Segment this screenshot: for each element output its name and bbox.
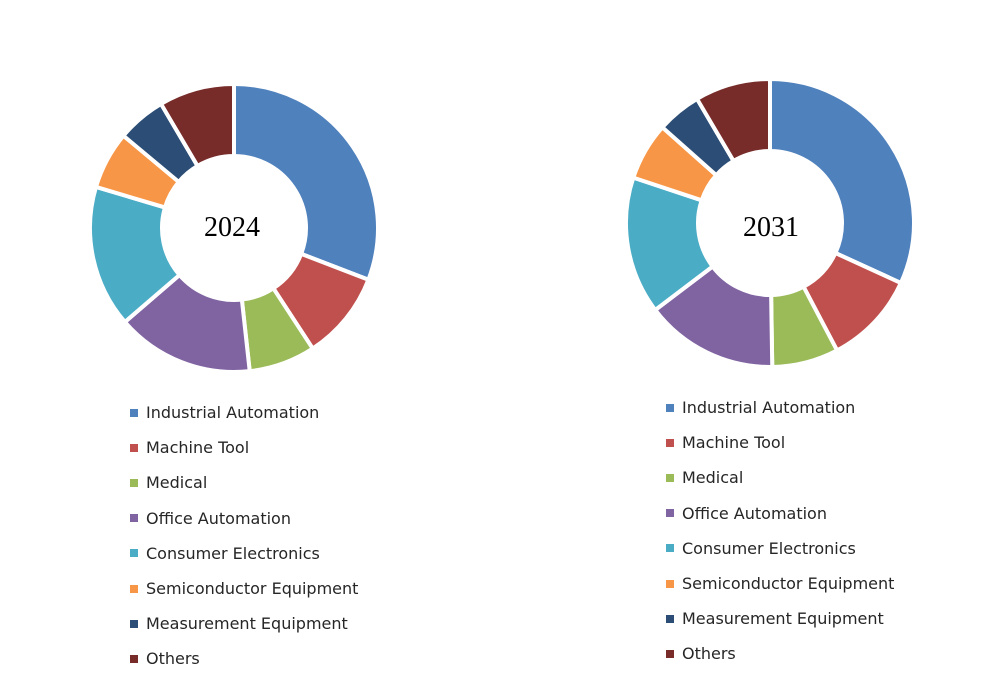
legend-label: Others [682, 644, 736, 664]
legend-item: Machine Tool [130, 430, 358, 465]
legend-swatch [666, 509, 674, 518]
legend-item: Machine Tool [666, 425, 894, 460]
legend-label: Industrial Automation [146, 403, 320, 423]
legend-2031: Industrial Automation Machine Tool Medic… [666, 390, 894, 672]
legend-item: Consumer Electronics [666, 531, 894, 566]
legend-swatch [130, 408, 138, 417]
legend-swatch [130, 654, 138, 663]
legend-swatch [666, 473, 674, 482]
legend-swatch [130, 514, 138, 523]
legend-item: Others [130, 641, 358, 676]
legend-swatch [130, 478, 138, 487]
legend-item: Medical [130, 465, 358, 500]
legend-label: Others [146, 649, 200, 669]
donut-chart-2024 [88, 81, 380, 374]
legend-swatch [666, 649, 674, 658]
legend-label: Industrial Automation [682, 398, 856, 418]
legend-item: Semiconductor Equipment [130, 571, 358, 606]
legend-swatch [130, 443, 138, 452]
legend-label: Consumer Electronics [682, 538, 856, 558]
legend-item: Medical [666, 460, 894, 495]
legend-label: Office Automation [146, 508, 291, 528]
legend-label: Semiconductor Equipment [146, 579, 359, 599]
legend-swatch [666, 579, 674, 588]
donut-slice-2031-others [694, 76, 772, 164]
donut-slice-2031-industrial-automation [768, 76, 916, 286]
legend-swatch [666, 438, 674, 447]
legend-swatch [666, 403, 674, 412]
legend-label: Semiconductor Equipment [682, 574, 895, 594]
donut-slice-2024-industrial-automation [232, 81, 380, 283]
donut-chart-2031 [624, 76, 916, 370]
legend-item: Others [666, 636, 894, 671]
legend-swatch [666, 614, 674, 623]
legend-swatch [130, 549, 138, 558]
legend-label: Measurement Equipment [146, 614, 348, 634]
legend-swatch [130, 619, 138, 628]
legend-item: Industrial Automation [666, 390, 894, 425]
legend-item: Semiconductor Equipment [666, 566, 894, 601]
donut-center-label-2024: 2024 [204, 212, 260, 243]
legend-item: Measurement Equipment [130, 606, 358, 641]
donut-slice-2024-others [158, 81, 236, 169]
legend-item: Office Automation [130, 501, 358, 536]
legend-item: Office Automation [666, 496, 894, 531]
legend-label: Measurement Equipment [682, 609, 884, 629]
legend-label: Medical [682, 468, 744, 488]
legend-swatch [130, 584, 138, 593]
legend-item: Industrial Automation [130, 395, 358, 430]
legend-label: Machine Tool [146, 438, 250, 458]
legend-label: Office Automation [682, 503, 827, 523]
legend-item: Measurement Equipment [666, 601, 894, 636]
legend-item: Consumer Electronics [130, 536, 358, 571]
legend-label: Machine Tool [682, 433, 786, 453]
legend-label: Consumer Electronics [146, 543, 320, 563]
donut-center-label-2031: 2031 [743, 212, 799, 243]
legend-label: Medical [146, 473, 208, 493]
legend-2024: Industrial Automation Machine Tool Medic… [130, 395, 358, 677]
legend-swatch [666, 544, 674, 553]
